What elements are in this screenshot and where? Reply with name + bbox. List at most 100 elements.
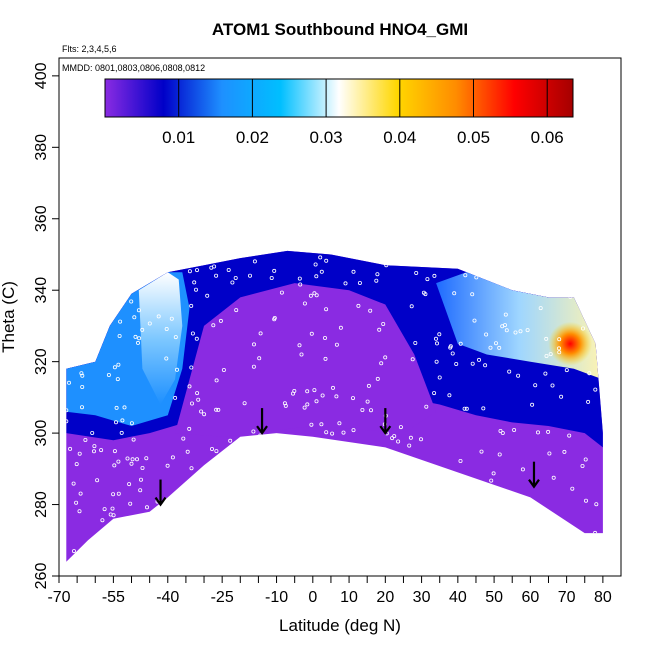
sample-point	[302, 405, 307, 410]
sample-point	[111, 492, 116, 497]
sample-point	[361, 455, 366, 460]
sample-point	[470, 361, 475, 366]
sample-point	[477, 492, 482, 497]
sample-point	[497, 452, 502, 457]
sample-point	[127, 482, 132, 487]
sample-point	[312, 291, 317, 296]
sample-point	[266, 478, 271, 483]
sample-point	[595, 257, 600, 262]
sample-point	[332, 540, 337, 545]
south-stratosphere-core	[138, 272, 183, 405]
sample-point	[114, 405, 119, 410]
sample-point	[358, 540, 363, 545]
sample-point	[369, 466, 374, 471]
tropopause-arrow	[528, 461, 540, 489]
sample-point	[492, 278, 497, 283]
sample-point	[520, 467, 525, 472]
sample-point	[546, 268, 551, 273]
sample-point	[432, 527, 437, 532]
sample-point	[283, 523, 288, 528]
x-tick-label: 20	[376, 589, 394, 606]
sample-point	[596, 554, 601, 559]
x-tick-label: 80	[594, 589, 612, 606]
sample-point	[536, 430, 541, 435]
sample-point	[570, 486, 575, 491]
sample-point	[135, 340, 140, 345]
x-axis: -70 -55 -40 -25 -10 0 10 20 30 40 50 60 70 80	[47, 576, 612, 606]
sample-point	[462, 507, 467, 512]
sample-point	[251, 429, 256, 434]
sample-point	[475, 535, 480, 540]
sample-point	[112, 365, 117, 370]
sample-point	[74, 500, 79, 505]
sample-point	[589, 313, 594, 318]
tropopause-arrow	[379, 408, 392, 435]
sample-point	[483, 363, 488, 368]
sample-point	[205, 293, 210, 298]
sample-point	[129, 299, 134, 304]
sample-point	[604, 522, 607, 525]
sample-point	[283, 403, 288, 408]
x-tick-label: 50	[485, 589, 503, 606]
sample-point	[589, 553, 594, 558]
sample-point	[440, 515, 445, 520]
sample-point	[557, 346, 562, 351]
sample-point	[557, 337, 562, 342]
sample-point	[272, 268, 277, 273]
sample-point	[504, 328, 509, 333]
sample-point	[418, 437, 423, 442]
sample-point	[110, 506, 115, 511]
sample-point	[516, 373, 521, 378]
sample-point	[189, 303, 194, 308]
sample-point	[584, 498, 589, 503]
sample-point	[156, 256, 161, 261]
sample-point	[360, 255, 365, 260]
sample-point	[396, 520, 401, 525]
colorbar-tick-label: 0.02	[236, 128, 269, 147]
x-tick-label: 70	[558, 589, 576, 606]
sample-point	[464, 406, 469, 411]
sample-point	[214, 449, 219, 454]
sample-point	[216, 407, 221, 412]
sample-point	[586, 399, 591, 404]
sample-point	[551, 475, 556, 480]
sample-point	[494, 548, 499, 553]
sample-point	[434, 341, 439, 346]
sample-point	[403, 529, 408, 534]
sample-point	[235, 460, 240, 465]
sample-point	[308, 293, 313, 298]
sample-point	[90, 430, 95, 435]
sample-point	[314, 274, 319, 279]
sample-point	[462, 406, 467, 411]
sample-point	[430, 466, 435, 471]
sample-point	[493, 341, 498, 346]
x-tick-label: 40	[449, 589, 467, 606]
sample-point	[97, 330, 102, 335]
sample-point	[515, 501, 520, 506]
sample-point	[290, 391, 295, 396]
sample-point	[230, 280, 235, 285]
sample-point	[269, 510, 274, 515]
sample-point	[327, 479, 332, 484]
sample-point	[468, 516, 473, 521]
sample-point	[280, 469, 285, 474]
sample-point	[601, 551, 603, 556]
sample-point	[125, 456, 130, 461]
sample-point	[450, 351, 455, 356]
sample-point	[374, 278, 379, 283]
sample-point	[102, 507, 107, 512]
sample-point	[284, 488, 289, 493]
sample-point	[497, 345, 502, 350]
sample-point	[499, 515, 504, 520]
sample-point	[187, 426, 192, 431]
y-tick-label: 260	[33, 563, 50, 590]
sample-point	[115, 377, 120, 382]
sample-point	[373, 490, 378, 495]
sample-point	[242, 401, 247, 406]
sample-point	[238, 507, 243, 512]
sample-point	[112, 449, 117, 454]
sample-point	[314, 399, 319, 404]
sample-point	[222, 508, 227, 513]
sample-point	[326, 462, 331, 467]
sample-point	[513, 535, 518, 540]
